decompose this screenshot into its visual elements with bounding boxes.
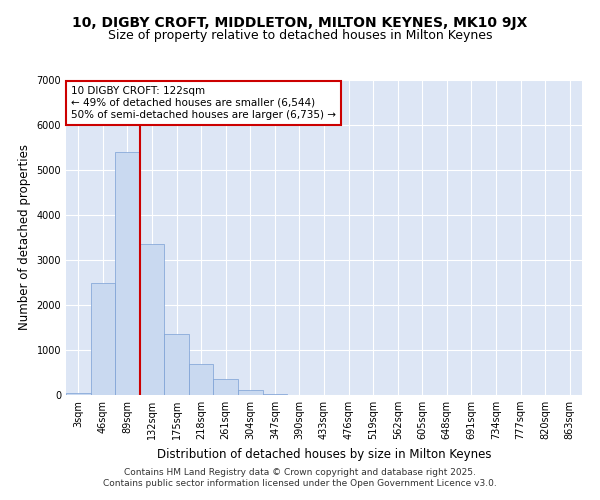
Text: 10, DIGBY CROFT, MIDDLETON, MILTON KEYNES, MK10 9JX: 10, DIGBY CROFT, MIDDLETON, MILTON KEYNE…: [73, 16, 527, 30]
Bar: [66, 393, 91, 395]
Bar: [214, 379, 238, 395]
Text: Contains public sector information licensed under the Open Government Licence v3: Contains public sector information licen…: [103, 479, 497, 488]
Bar: [140, 244, 164, 395]
Text: 10 DIGBY CROFT: 122sqm
← 49% of detached houses are smaller (6,544)
50% of semi-: 10 DIGBY CROFT: 122sqm ← 49% of detached…: [71, 86, 336, 120]
Bar: [263, 394, 287, 395]
Bar: [91, 282, 115, 395]
X-axis label: Distribution of detached houses by size in Milton Keynes: Distribution of detached houses by size …: [157, 448, 491, 460]
Bar: [238, 390, 263, 395]
Text: Contains HM Land Registry data © Crown copyright and database right 2025.: Contains HM Land Registry data © Crown c…: [124, 468, 476, 477]
Y-axis label: Number of detached properties: Number of detached properties: [18, 144, 31, 330]
Bar: [164, 334, 189, 395]
Bar: [189, 364, 214, 395]
Bar: [115, 152, 140, 395]
Text: Size of property relative to detached houses in Milton Keynes: Size of property relative to detached ho…: [108, 28, 492, 42]
